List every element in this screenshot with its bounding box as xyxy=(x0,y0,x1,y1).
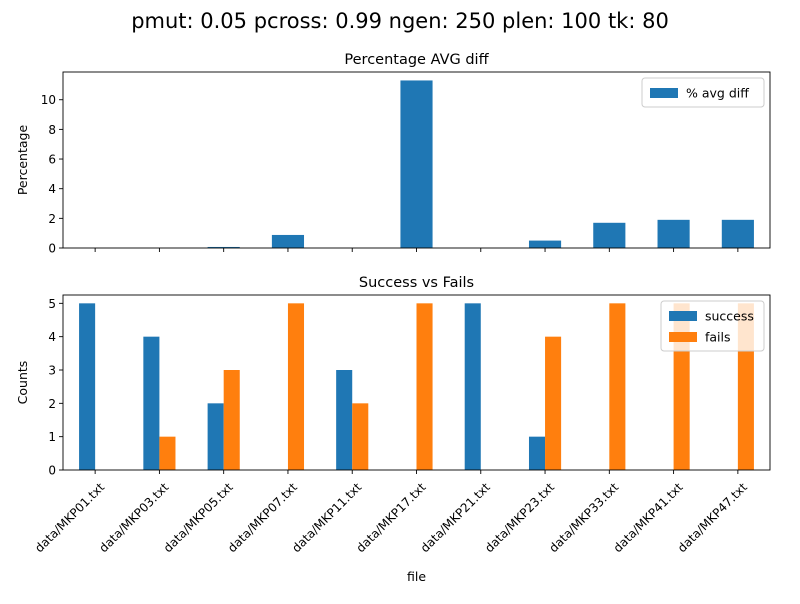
chart1-bar--avg-diff-4 xyxy=(271,234,305,248)
chart1-ylabel: Percentage xyxy=(15,125,30,196)
chart1-ytick-label-2: 4 xyxy=(48,182,56,196)
chart1-ytick-label-0: 0 xyxy=(48,242,56,256)
chart1-ytick-label-4: 8 xyxy=(48,123,56,137)
chart1-bar--avg-diff-10 xyxy=(657,219,690,248)
chart1-legend-box xyxy=(641,77,765,108)
chart2-ytick-label-5: 5 xyxy=(48,297,56,311)
chart2-ytick-label-1: 1 xyxy=(48,430,56,444)
chart1-ytick-label-3: 6 xyxy=(48,153,56,167)
chart2-xtick-label-4: data/MKP07.txt xyxy=(225,480,300,555)
chart2-xtick-label-5: data/MKP11.txt xyxy=(289,480,364,555)
chart2-legend-label-1: success xyxy=(705,309,754,324)
chart2-xtick-label-2: data/MKP03.txt xyxy=(96,480,171,555)
chart2-bar-fails-2 xyxy=(159,436,176,470)
chart2-legend-swatch-1 xyxy=(669,311,697,321)
chart1-bar--avg-diff-11 xyxy=(721,219,754,248)
chart1-bar--avg-diff-8 xyxy=(528,240,562,248)
chart2-ytick-label-2: 2 xyxy=(48,397,56,411)
chart2-bar-fails-8 xyxy=(545,336,562,470)
chart1-bar--avg-diff-9 xyxy=(593,222,626,248)
chart2-bar-success-5 xyxy=(336,370,353,470)
chart2-ytick-label-4: 4 xyxy=(48,330,56,344)
chart2-bar-fails-9 xyxy=(609,303,626,470)
chart2-ylabel: Counts xyxy=(15,361,30,405)
chart1-legend-label-1: % avg diff xyxy=(686,86,749,101)
chart1-bar--avg-diff-6 xyxy=(400,80,433,248)
chart2-xtick-label-9: data/MKP33.txt xyxy=(546,480,621,555)
chart2-legend-swatch-2 xyxy=(669,332,697,342)
chart2-xtick-label-10: data/MKP41.txt xyxy=(611,480,686,555)
chart2-legend-label-2: fails xyxy=(705,330,731,345)
chart2-xtick-label-3: data/MKP05.txt xyxy=(161,480,236,555)
chart2-xtick-label-6: data/MKP17.txt xyxy=(354,480,429,555)
chart2-xtick-label-11: data/MKP47.txt xyxy=(675,480,750,555)
chart2-xtick-label-8: data/MKP23.txt xyxy=(482,480,557,555)
chart2-bar-success-7 xyxy=(464,303,481,470)
chart2-title: Success vs Fails xyxy=(359,275,474,291)
chart1-legend-swatch-1 xyxy=(650,88,678,98)
chart2-xlabel: file xyxy=(407,569,426,584)
chart2-bar-success-8 xyxy=(528,436,546,470)
chart2-xtick-label-1: data/MKP01.txt xyxy=(32,480,107,555)
chart2-bar-success-2 xyxy=(143,336,160,470)
chart1-bar--avg-diff-3 xyxy=(207,246,240,248)
chart1-ytick-label-5: 10 xyxy=(41,93,56,107)
chart1-title: Percentage AVG diff xyxy=(344,52,489,68)
figure-title: pmut: 0.05 pcross: 0.99 ngen: 250 plen: … xyxy=(131,9,669,33)
chart2-bar-fails-3 xyxy=(223,370,240,470)
chart2-ytick-label-0: 0 xyxy=(48,464,56,478)
chart2-bar-fails-6 xyxy=(416,303,433,470)
chart2-bar-fails-5 xyxy=(352,403,369,470)
chart2-bar-fails-4 xyxy=(287,303,305,470)
chart2-xtick-label-7: data/MKP21.txt xyxy=(418,480,493,555)
chart2-bar-success-1 xyxy=(79,303,96,470)
chart1-ytick-label-1: 2 xyxy=(48,212,56,226)
chart2-ytick-label-3: 3 xyxy=(48,364,56,378)
chart2-bar-success-3 xyxy=(207,403,224,470)
